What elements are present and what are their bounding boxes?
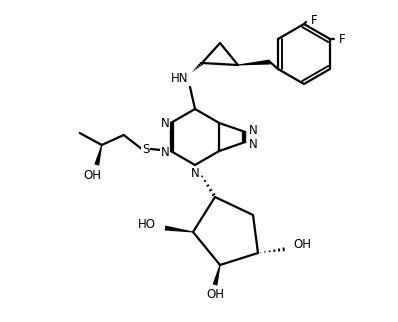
- Text: HO: HO: [138, 217, 156, 231]
- Text: N: N: [249, 137, 258, 150]
- Polygon shape: [213, 265, 220, 286]
- Text: S: S: [142, 143, 149, 156]
- Text: N: N: [160, 117, 169, 129]
- Text: F: F: [311, 14, 317, 26]
- Polygon shape: [165, 225, 193, 232]
- Text: N: N: [160, 146, 169, 158]
- Text: F: F: [339, 33, 345, 45]
- Polygon shape: [94, 145, 102, 166]
- Polygon shape: [238, 60, 270, 65]
- Text: OH: OH: [293, 239, 311, 251]
- Text: HN: HN: [171, 71, 189, 84]
- Text: N: N: [249, 124, 258, 137]
- Text: OH: OH: [206, 289, 224, 301]
- Text: OH: OH: [84, 168, 102, 182]
- Text: N: N: [191, 166, 199, 179]
